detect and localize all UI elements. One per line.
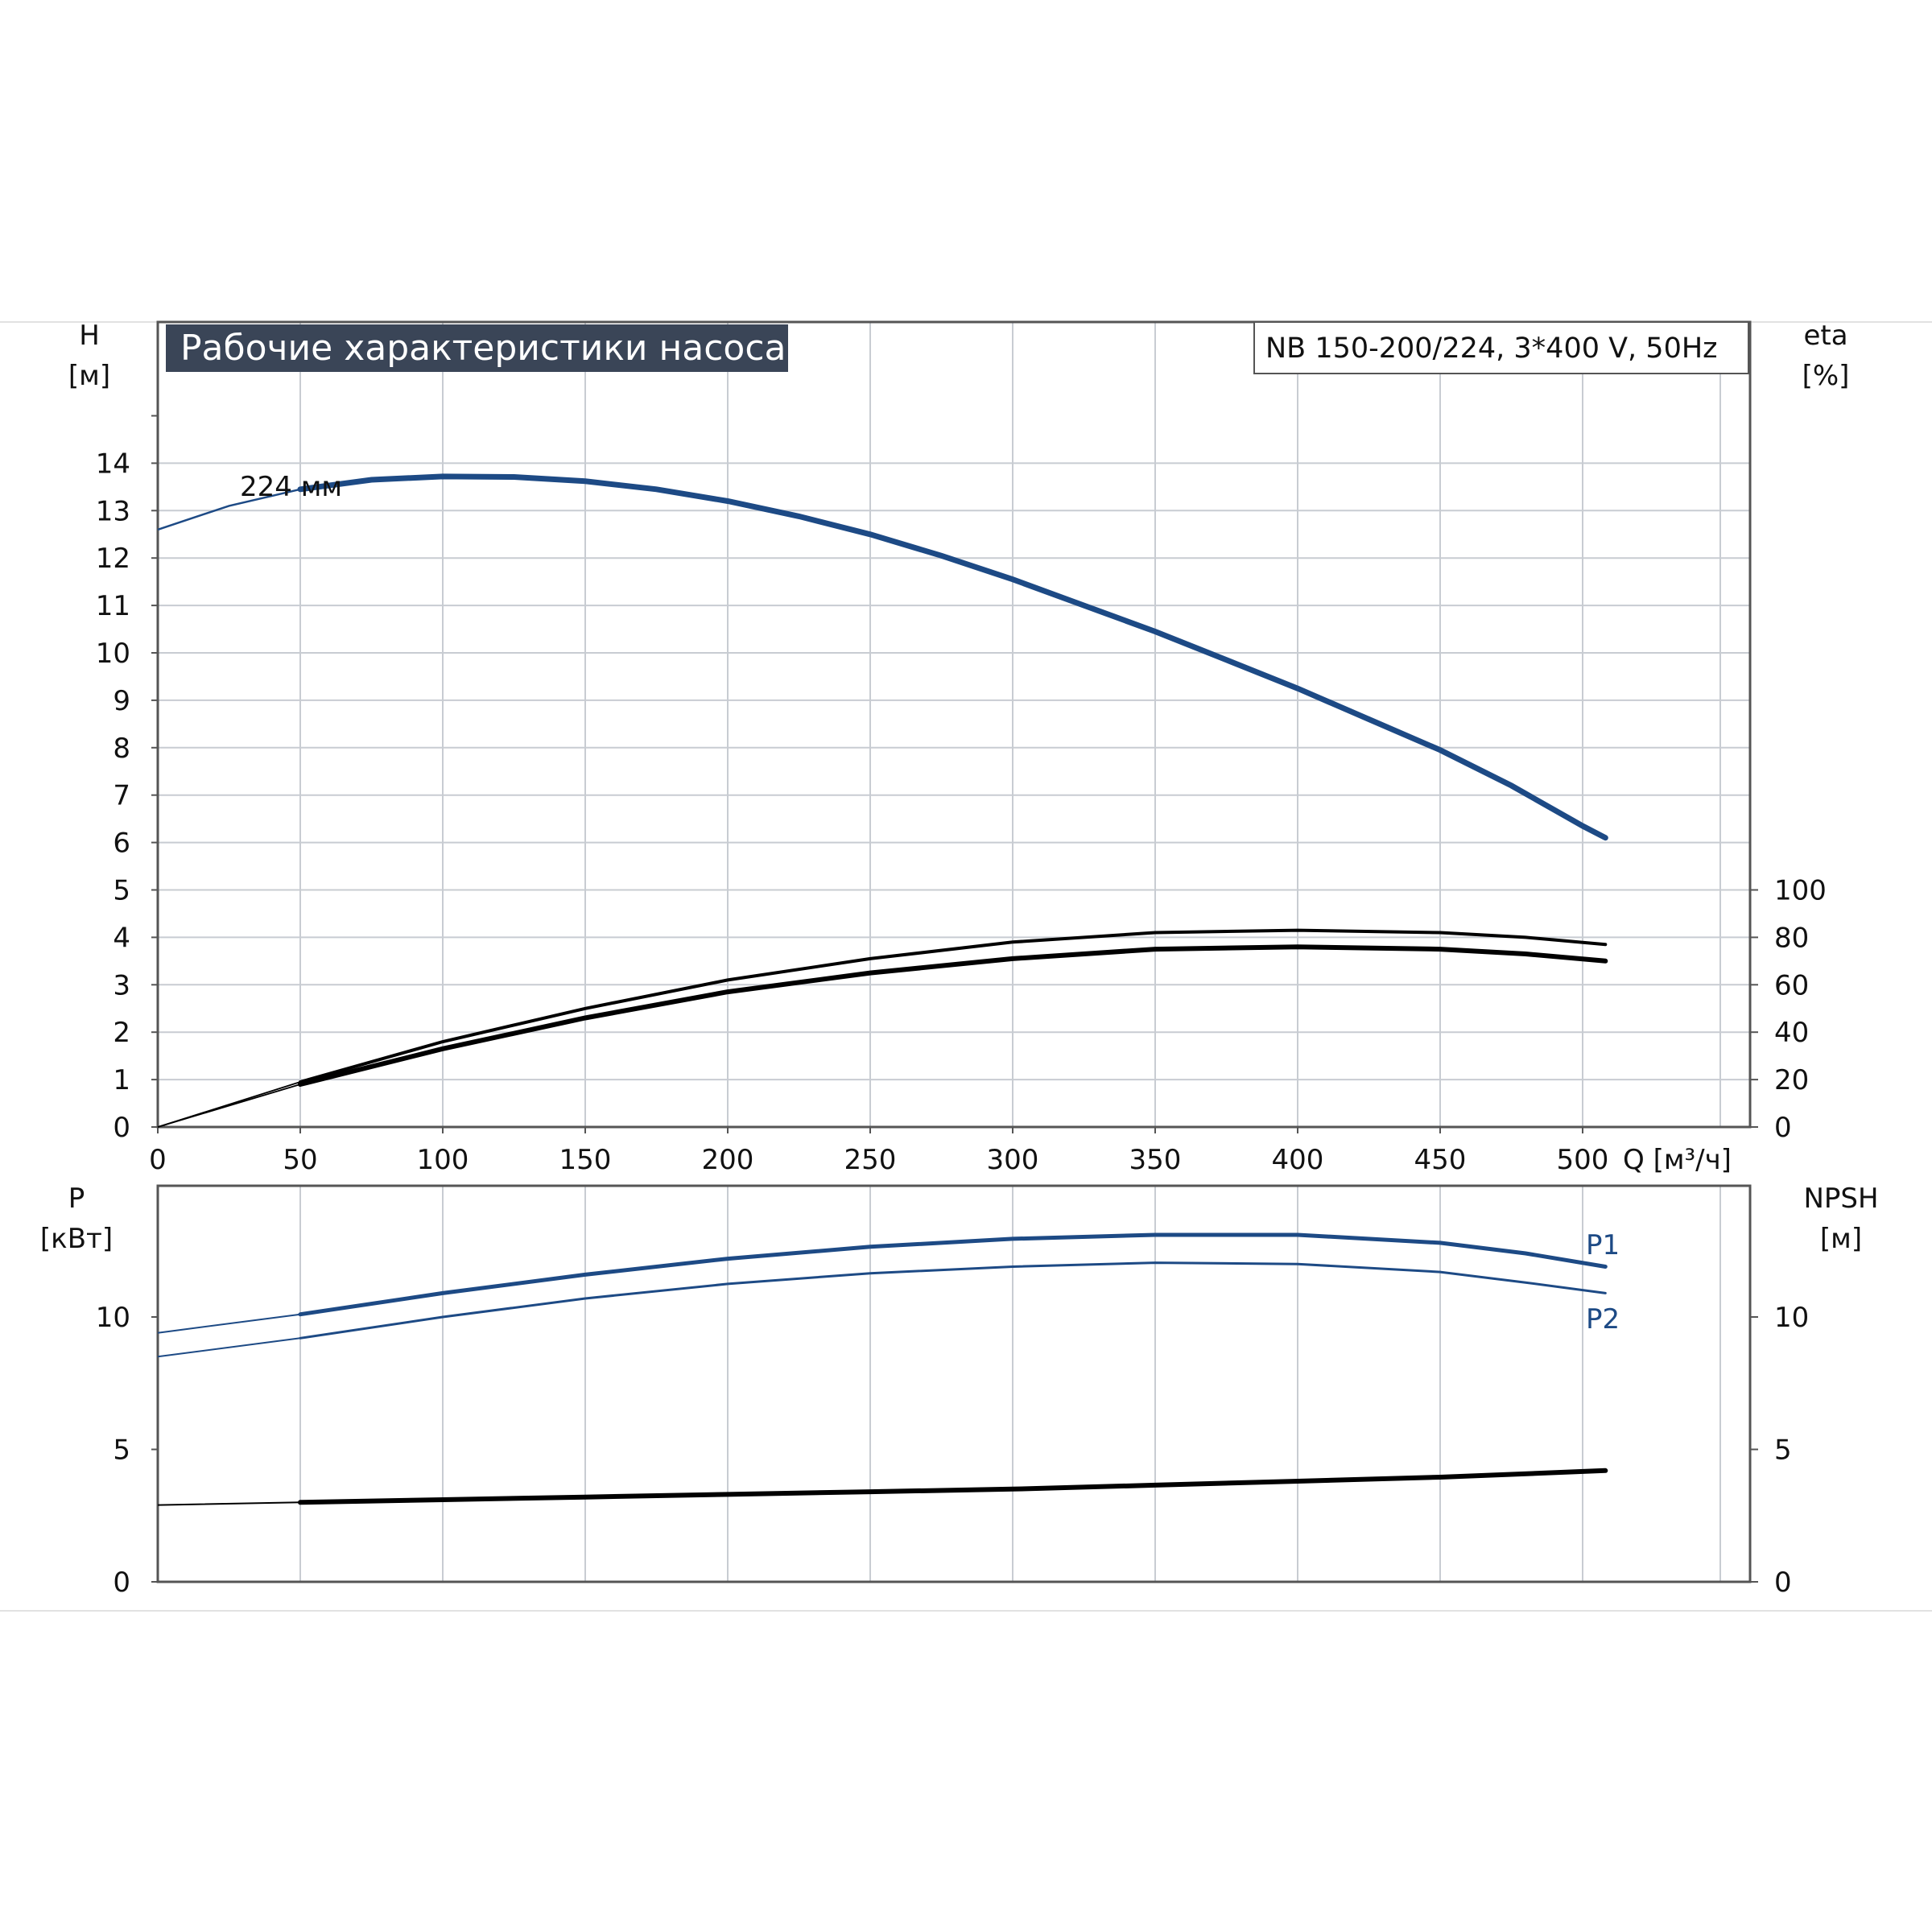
chart-title: Рабочие характеристики насоса (180, 328, 786, 369)
lower-tick-labels: 0 5 10 0 5 10 (96, 1302, 1810, 1599)
eta-axis-unit: [%] (1802, 360, 1850, 392)
head-tick-label: 9 (113, 685, 130, 717)
x-tick-label: 150 (559, 1144, 612, 1176)
npsh-axis-title: NPSH (1803, 1183, 1878, 1215)
head-tick-label: 13 (96, 495, 130, 527)
head-tick-label: 11 (96, 590, 130, 622)
impeller-diameter-label: 224 мм (240, 471, 342, 503)
flow-axis-title: Q [м³/ч] (1623, 1144, 1732, 1176)
npsh-tick-label: 10 (1774, 1302, 1809, 1334)
eta-curve-thin-1 (157, 929, 1606, 1128)
x-tick-label: 400 (1272, 1144, 1324, 1176)
x-tick-label: 200 (702, 1144, 754, 1176)
power-tick-label: 10 (96, 1302, 130, 1334)
x-tick-label: 450 (1414, 1144, 1467, 1176)
head-tick-label: 0 (113, 1112, 130, 1144)
head-tick-label: 3 (113, 969, 130, 1001)
title-banner (166, 324, 788, 372)
npsh-tick-label: 5 (1774, 1435, 1792, 1467)
upper-tick-labels: 0 50 100 150 200 250 300 350 400 450 5000123456789… (96, 415, 1827, 1176)
eta-tick-label: 80 (1774, 922, 1809, 954)
p1-curve-thin (157, 1234, 1606, 1334)
head-tick-label: 8 (113, 733, 130, 765)
head-tick-label: 14 (96, 448, 130, 480)
head-efficiency-panel: 0 50 100 150 200 250 300 350 400 450 5000123456789… (68, 320, 1850, 1176)
head-curve-thin (157, 475, 1606, 839)
head-tick-label: 5 (113, 875, 130, 907)
head-tick-label: 7 (113, 780, 130, 812)
eta-tick-label: 40 (1774, 1017, 1809, 1049)
power-npsh-panel: 0 5 10 0 5 10 P [кВт] NPSH [м] P1 P2 (40, 1183, 1879, 1599)
head-tick-label: 6 (113, 828, 130, 860)
npsh-tick-label: 0 (1774, 1567, 1792, 1599)
x-tick-label: 100 (417, 1144, 469, 1176)
head-tick-label: 4 (113, 922, 130, 954)
power-axis-unit: [кВт] (40, 1223, 113, 1255)
head-tick-label: 10 (96, 638, 130, 670)
p2-curve-thin (157, 1261, 1606, 1358)
head-axis-title: H (79, 320, 100, 352)
x-tick-label: 350 (1129, 1144, 1182, 1176)
eta-tick-label: 20 (1774, 1064, 1809, 1096)
eta-curve-2 (298, 944, 1608, 1087)
head-tick-label: 1 (113, 1064, 130, 1096)
eta-tick-label: 0 (1774, 1112, 1792, 1144)
x-tick-label: 0 (149, 1144, 167, 1176)
head-axis-unit: [м] (68, 360, 110, 392)
head-curve (297, 473, 1608, 841)
npsh-curve (298, 1468, 1608, 1505)
lower-grid (299, 1186, 1721, 1582)
lower-curves (157, 1232, 1608, 1506)
model-box (1253, 321, 1749, 374)
eta-curve-1 (299, 928, 1608, 1084)
eta-tick-label: 60 (1774, 969, 1809, 1001)
npsh-axis-unit: [м] (1820, 1223, 1862, 1255)
x-tick-label: 50 (283, 1144, 317, 1176)
head-tick-label: 2 (113, 1017, 130, 1049)
p2-curve (299, 1261, 1607, 1340)
power-tick-label: 5 (113, 1435, 130, 1467)
x-tick-label: 500 (1557, 1144, 1609, 1176)
eta-axis-title: eta (1803, 320, 1847, 352)
power-tick-label: 0 (113, 1567, 130, 1599)
lower-frame (156, 1184, 1752, 1583)
upper-frame (156, 320, 1752, 1129)
p1-label: P1 (1586, 1229, 1620, 1261)
p2-label: P2 (1586, 1303, 1620, 1335)
x-tick-label: 300 (987, 1144, 1039, 1176)
power-axis-title: P (68, 1183, 85, 1215)
model-label: NB 150-200/224, 3*400 V, 50Hz (1265, 332, 1718, 365)
upper-curves (157, 473, 1608, 1128)
eta-tick-label: 100 (1774, 875, 1827, 907)
x-tick-label: 250 (844, 1144, 897, 1176)
upper-grid (158, 322, 1750, 1127)
head-tick-label: 12 (96, 543, 130, 575)
p1-curve (298, 1232, 1608, 1317)
